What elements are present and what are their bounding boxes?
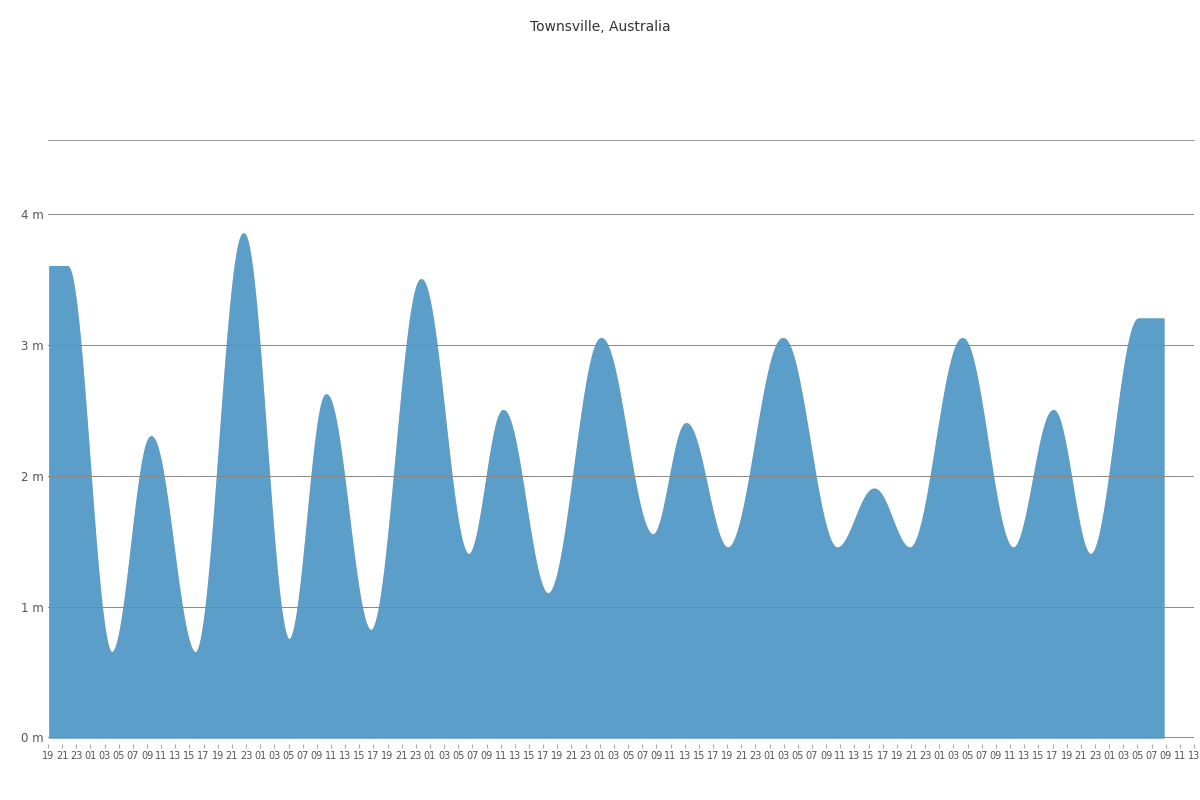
Text: Townsville, Australia: Townsville, Australia — [529, 20, 671, 34]
